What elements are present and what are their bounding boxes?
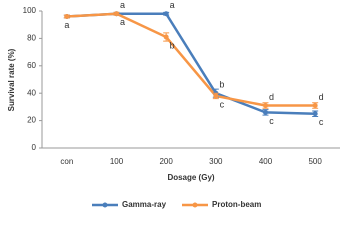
significance-letter: d [269, 92, 274, 102]
point [163, 34, 169, 40]
x-tick-label: 100 [110, 157, 124, 166]
x-tick-label: con [60, 157, 73, 166]
point [263, 103, 268, 109]
legend-label: Gamma-ray [122, 200, 167, 209]
significance-letter: b [219, 80, 224, 90]
significance-letter: d [319, 92, 324, 102]
significance-letter: c [319, 117, 324, 127]
point [163, 11, 169, 17]
significance-letter: b [170, 40, 175, 50]
significance-letter: a [120, 17, 125, 27]
significance-letter: a [120, 0, 125, 10]
significance-letter: a [64, 20, 69, 30]
y-axis-label: Survival rate (%) [7, 48, 16, 111]
legend-marker [192, 202, 198, 208]
point [114, 11, 119, 17]
chart: Survival rate (%) Dosage (Gy) 0 20 40 60 80 1… [7, 0, 340, 209]
y-tick-label: 100 [23, 6, 37, 15]
point [64, 13, 70, 19]
significance-letter: c [220, 99, 225, 109]
series-line [66, 12, 316, 115]
x-tick-label: 500 [308, 157, 322, 166]
point [213, 93, 219, 99]
point [312, 111, 318, 117]
x-tick-label: 400 [259, 157, 273, 166]
y-tick-label: 80 [27, 34, 36, 43]
legend-label: Proton-beam [212, 200, 261, 209]
significance-letter: a [170, 0, 175, 10]
x-tick-label: 200 [159, 157, 173, 166]
x-axis-label: Dosage (Gy) [167, 173, 214, 182]
y-tick-label: 20 [27, 116, 36, 125]
x-tick-label: 300 [209, 157, 223, 166]
y-tick-label: 40 [27, 88, 36, 97]
point [312, 103, 318, 109]
point [263, 109, 268, 115]
y-tick-label: 60 [27, 61, 36, 70]
significance-letter: c [269, 116, 274, 126]
series-line [66, 12, 316, 107]
legend-marker [102, 202, 108, 208]
y-tick-label: 0 [32, 143, 37, 152]
